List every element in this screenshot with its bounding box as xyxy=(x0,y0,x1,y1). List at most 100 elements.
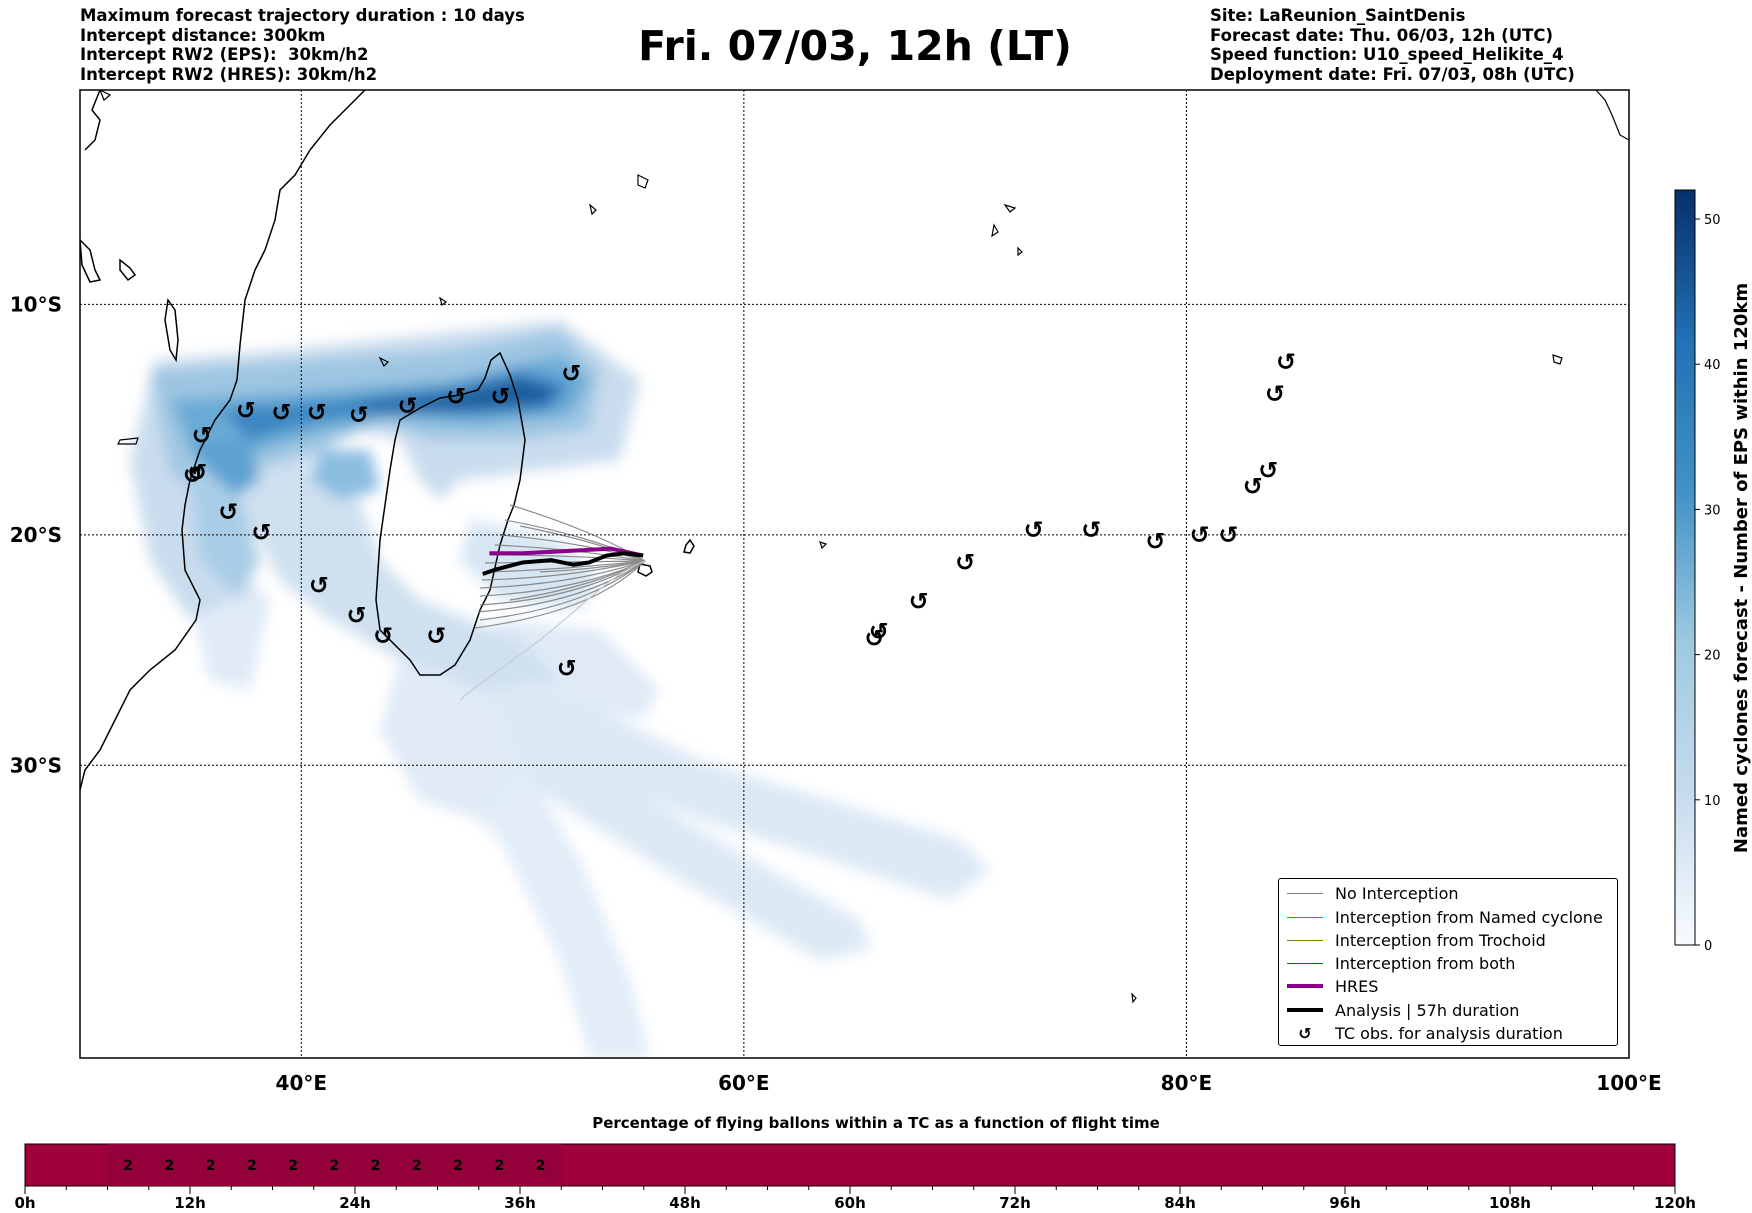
cyclone-icon: ↺ xyxy=(187,459,207,487)
cyclone-icon: ↺ xyxy=(1218,521,1238,549)
timeline-cell-value: 2 xyxy=(288,1158,298,1174)
longitude-labels: 40°E 60°E 80°E 100°E xyxy=(276,1071,1662,1095)
timeline-tick-label: 96h xyxy=(1329,1194,1361,1212)
timeline-cell-value: 2 xyxy=(206,1158,216,1174)
timeline-cell-value: 2 xyxy=(536,1158,546,1174)
cyclone-icon: ↺ xyxy=(349,401,369,429)
latitude-label: 30°S xyxy=(10,753,62,777)
coastlines xyxy=(80,90,695,791)
run-parameters: Maximum forecast trajectory duration : 1… xyxy=(80,6,525,84)
cyclone-icon: ↺ xyxy=(236,396,256,424)
latitude-label: 20°S xyxy=(10,523,62,547)
site-text: Site: LaReunion_SaintDenis xyxy=(1210,6,1466,25)
page-title: Fri. 07/03, 12h (LT) xyxy=(638,22,1072,70)
cyclone-icon: ↺ xyxy=(1081,516,1101,544)
cyclone-icon: ↺ xyxy=(1276,348,1296,376)
longitude-label: 40°E xyxy=(276,1071,328,1095)
cyclone-icon: ↺ xyxy=(183,461,203,489)
cyclone-icon: ↺ xyxy=(347,601,367,629)
intercept-rw2-eps-text: Intercept RW2 (EPS): 30km/h2 xyxy=(80,45,369,64)
map-legend: No Interception Interception from Named … xyxy=(1278,878,1618,1046)
timeline-tick-label: 72h xyxy=(999,1194,1031,1212)
timeline-title: Percentage of flying ballons within a TC… xyxy=(592,1114,1160,1132)
cyclone-icon: ↺ xyxy=(557,654,577,682)
timeline-cell-value: 2 xyxy=(412,1158,422,1174)
hres-track xyxy=(489,546,644,558)
longitude-label: 100°E xyxy=(1596,1071,1661,1095)
colorbar-ticks: 0 10 20 30 40 50 xyxy=(1695,213,1721,954)
cyclone-icon: ↺ xyxy=(192,422,212,450)
timeline-tick-label: 36h xyxy=(504,1194,536,1212)
colorbar-tick-label: 20 xyxy=(1704,649,1721,664)
colorbar-tick-label: 30 xyxy=(1704,503,1721,518)
timeline-cell-value: 2 xyxy=(453,1158,463,1174)
colorbar-tick-label: 10 xyxy=(1704,794,1721,809)
colorbar xyxy=(1674,189,1696,946)
legend-label: TC obs. for analysis duration xyxy=(1335,1023,1563,1043)
legend-item-named-cyclone: Interception from Named cyclone xyxy=(1287,906,1603,928)
colorbar-tick-label: 0 xyxy=(1704,939,1712,954)
colorbar-label: Named cyclones forecast - Number of EPS … xyxy=(1731,283,1752,853)
cyclone-icon: ↺ xyxy=(307,399,327,427)
deployment-date-text: Deployment date: Fri. 07/03, 08h (UTC) xyxy=(1210,64,1575,84)
eps-density-field xyxy=(130,320,990,1058)
cyclone-icon: ↺ xyxy=(1265,380,1285,408)
tc-observations: ↺↺↺↺↺↺↺↺↺↺↺↺↺↺↺↺ ↺↺↺↺↺↺↺ ↺ ↺ ↺ ↺↺↺↺↺ xyxy=(183,348,1296,683)
site-info: Site: LaReunion_SaintDenis Forecast date… xyxy=(1210,6,1575,84)
cyclone-icon: ↺ xyxy=(1024,516,1044,544)
legend-label: Interception from Named cyclone xyxy=(1335,907,1603,927)
timeline-tick-label: 12h xyxy=(174,1194,206,1212)
cyclone-icon: ↺ xyxy=(490,383,510,411)
timeline-tick-label: 108h xyxy=(1489,1194,1531,1212)
timeline-cell-value: 2 xyxy=(371,1158,381,1174)
legend-label: Analysis | 57h duration xyxy=(1335,1000,1520,1020)
cyclone-icon: ↺ xyxy=(1145,528,1165,556)
cyclone-icon: ↺ xyxy=(1243,472,1263,500)
speed-function-text: Speed function: U10_speed_Helikite_4 xyxy=(1210,45,1564,64)
cyclone-icon: ↺ xyxy=(309,572,329,600)
longitude-label: 80°E xyxy=(1161,1071,1213,1095)
timeline-highlight xyxy=(107,1144,562,1186)
timeline-cell-value: 2 xyxy=(495,1158,505,1174)
timeline-cell-value: 2 xyxy=(165,1158,175,1174)
longitude-label: 60°E xyxy=(718,1071,770,1095)
max-duration-text: Maximum forecast trajectory duration : 1… xyxy=(80,6,525,25)
cyclone-icon: ↺ xyxy=(271,399,291,427)
colorbar-tick-label: 50 xyxy=(1704,213,1721,228)
legend-item-both: Interception from both xyxy=(1287,952,1515,974)
intercept-rw2-hres-text: Intercept RW2 (HRES): 30km/h2 xyxy=(80,64,378,84)
cyclone-icon: ↺ xyxy=(251,519,271,547)
cyclone-icon: ↺ xyxy=(1298,1023,1312,1043)
timeline-ticks: 0h 12h 24h 36h 48h 60h 72h 84h 96h 108h 120h xyxy=(14,1186,1696,1212)
cyclone-icon: ↺ xyxy=(1190,521,1210,549)
intercept-distance-text: Intercept distance: 300km xyxy=(80,25,326,45)
timeline-cell-value: 2 xyxy=(247,1158,257,1174)
cyclone-icon: ↺ xyxy=(446,383,466,411)
cyclone-icon: ↺ xyxy=(426,622,446,650)
legend-item-analysis: Analysis | 57h duration xyxy=(1287,999,1519,1021)
analysis-track xyxy=(482,551,644,576)
legend-item-trochoid: Interception from Trochoid xyxy=(1287,929,1546,951)
latitude-labels: 10°S 20°S 30°S xyxy=(10,292,62,777)
timeline-cell-value: 2 xyxy=(330,1158,340,1174)
timeline-tick-label: 0h xyxy=(14,1194,35,1212)
latitude-label: 10°S xyxy=(10,292,62,316)
cyclone-icon: ↺ xyxy=(955,548,975,576)
colorbar-tick-label: 40 xyxy=(1704,358,1721,373)
legend-label: Interception from Trochoid xyxy=(1335,930,1546,950)
legend-label: Interception from both xyxy=(1335,953,1516,973)
cyclone-icon: ↺ xyxy=(909,588,929,616)
legend-item-hres: HRES xyxy=(1287,975,1378,997)
graticule xyxy=(80,90,1629,1058)
small-islands xyxy=(99,90,1629,1004)
timeline-tick-label: 84h xyxy=(1164,1194,1196,1212)
legend-label: No Interception xyxy=(1335,883,1459,903)
legend-label: HRES xyxy=(1335,976,1379,996)
cyclone-icon: ↺ xyxy=(869,618,889,646)
cyclone-icon: ↺ xyxy=(218,498,238,526)
cyclone-icon: ↺ xyxy=(373,622,393,650)
cyclone-icon: ↺ xyxy=(397,392,417,420)
timeline-cell-values: 2 2 2 2 2 2 2 2 2 2 2 xyxy=(123,1158,545,1174)
timeline-tick-label: 120h xyxy=(1654,1194,1696,1212)
